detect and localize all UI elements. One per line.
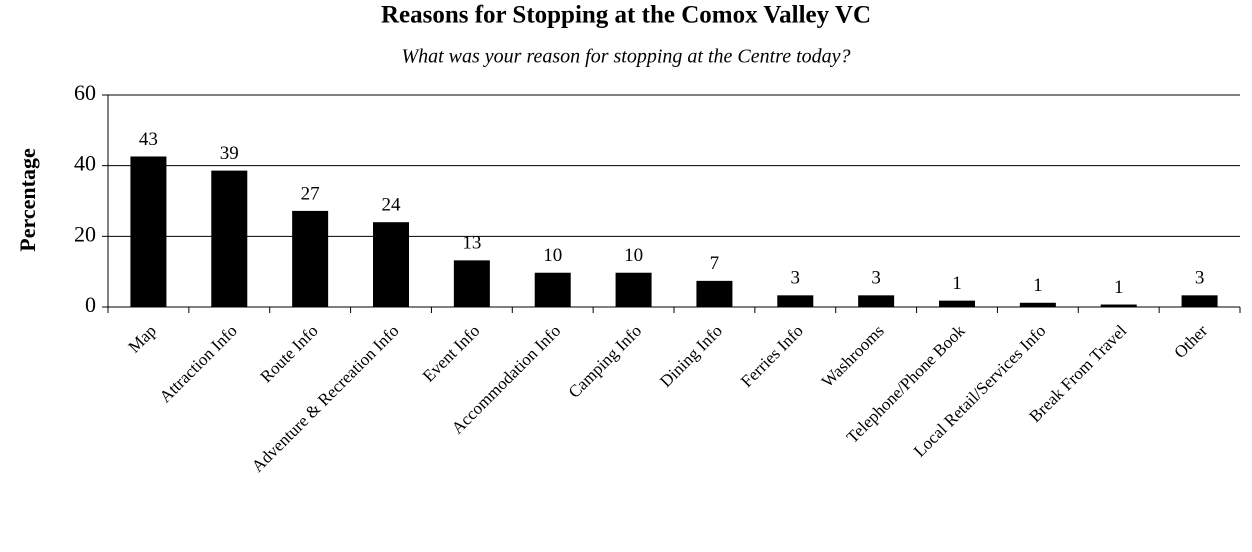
bar xyxy=(777,295,814,307)
value-label: 1 xyxy=(952,273,962,294)
chart-subtitle: What was your reason for stopping at the… xyxy=(401,46,850,68)
y-tick-label: 20 xyxy=(74,221,96,246)
bar xyxy=(373,222,409,307)
value-label: 7 xyxy=(710,253,720,274)
x-tick-label: Ferries Info xyxy=(737,321,807,391)
bar xyxy=(292,210,329,307)
value-label: 24 xyxy=(382,195,402,216)
x-tick-label: Attraction Info xyxy=(156,321,241,406)
bar xyxy=(696,280,733,307)
x-tick-label: Route Info xyxy=(257,321,322,386)
y-tick-label: 40 xyxy=(74,151,96,176)
x-tick-label: Washrooms xyxy=(818,321,888,391)
value-label: 1 xyxy=(1114,277,1124,298)
bar xyxy=(130,156,167,307)
bar xyxy=(1181,295,1218,307)
value-label: 13 xyxy=(462,233,481,254)
x-tick-label: Adventure & Recreation Info xyxy=(248,321,403,476)
bar xyxy=(615,272,652,307)
value-label: 3 xyxy=(871,268,881,289)
y-axis-label: Percentage xyxy=(15,148,40,252)
bar xyxy=(211,170,248,307)
x-tick-label: Local Retail/Services Info xyxy=(910,321,1050,461)
bar xyxy=(939,300,975,307)
value-label: 3 xyxy=(1195,268,1205,289)
y-tick-label: 0 xyxy=(85,292,96,317)
bar xyxy=(1019,302,1056,307)
value-label: 39 xyxy=(220,143,239,164)
value-label: 27 xyxy=(301,183,320,204)
bar xyxy=(534,272,571,307)
bar xyxy=(858,295,895,307)
value-label: 1 xyxy=(1033,275,1043,296)
y-tick-label: 60 xyxy=(74,80,96,105)
value-label: 10 xyxy=(624,245,643,266)
chart-title: Reasons for Stopping at the Comox Valley… xyxy=(381,2,871,29)
x-tick-label: Other xyxy=(1170,321,1211,362)
x-tick-label: Dining Info xyxy=(656,321,726,391)
value-label: 3 xyxy=(791,268,801,289)
bar xyxy=(1100,304,1137,307)
bar xyxy=(453,260,490,307)
x-tick-label: Event Info xyxy=(419,321,484,386)
x-tick-label: Map xyxy=(125,321,160,356)
value-label: 43 xyxy=(139,129,158,150)
value-label: 10 xyxy=(543,245,562,266)
x-tick-label: Camping Info xyxy=(565,321,646,402)
